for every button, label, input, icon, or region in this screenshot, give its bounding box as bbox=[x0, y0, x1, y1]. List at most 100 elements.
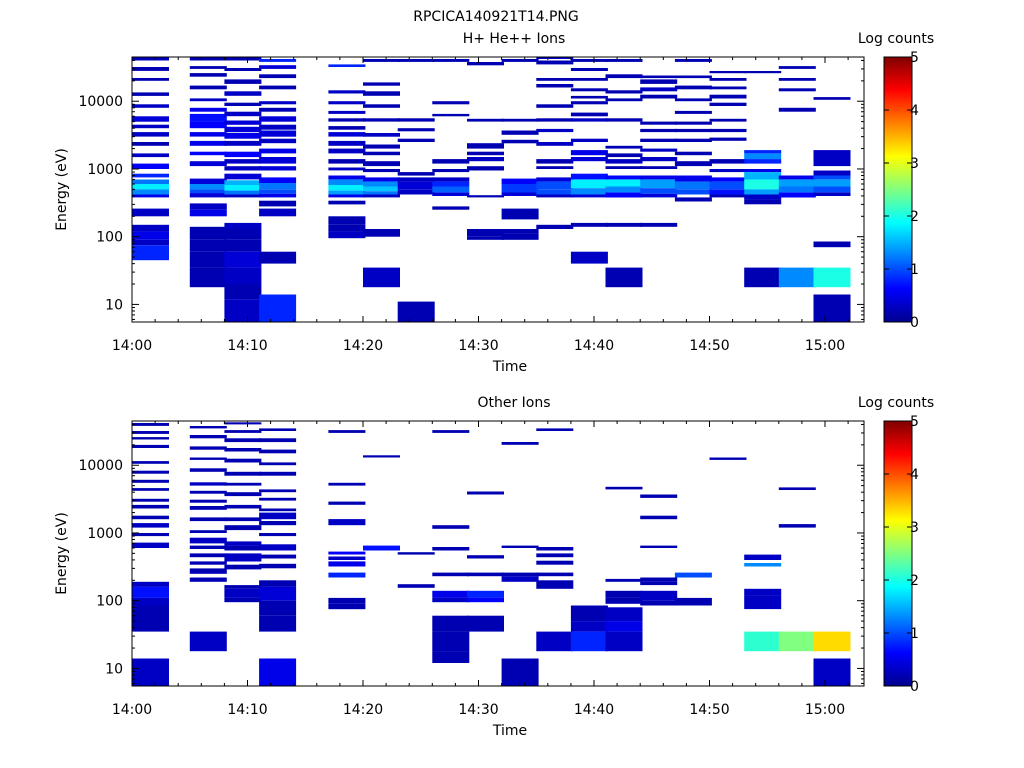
heatmap-cell bbox=[132, 586, 169, 598]
heatmap-cell bbox=[132, 498, 169, 502]
heatmap-cell bbox=[467, 236, 504, 240]
heatmap-cell bbox=[224, 126, 262, 133]
heatmap-cell bbox=[259, 107, 297, 112]
heatmap-cell bbox=[744, 267, 782, 288]
heatmap-cell bbox=[674, 151, 712, 156]
colorbar-tick-label: 0 bbox=[910, 315, 919, 331]
heatmap-cell bbox=[397, 584, 435, 588]
heatmap-cell bbox=[744, 189, 782, 195]
heatmap-cell bbox=[778, 524, 816, 528]
heatmap-cell bbox=[674, 572, 712, 578]
heatmap-cell bbox=[778, 175, 816, 180]
x-axis-label: Time bbox=[492, 723, 527, 739]
heatmap-cell bbox=[605, 98, 643, 102]
heatmap-cell bbox=[363, 91, 400, 96]
colorbar: Log counts 0 1 2 3 4 5 bbox=[858, 31, 934, 331]
heatmap-cell bbox=[132, 142, 169, 146]
heatmap-cell bbox=[224, 597, 262, 603]
heatmap-cell bbox=[363, 194, 400, 198]
heatmap-cell bbox=[189, 561, 227, 565]
heatmap-cell bbox=[536, 428, 574, 431]
heatmap-cell bbox=[259, 183, 297, 190]
x-axis-label: Time bbox=[492, 359, 527, 375]
heatmap-cell bbox=[467, 590, 504, 598]
y-tick-label: 100 bbox=[96, 594, 123, 610]
heatmap-cell bbox=[674, 181, 712, 190]
heatmap-cell bbox=[501, 442, 539, 445]
heatmap-cell bbox=[605, 607, 643, 622]
heatmap-cell bbox=[536, 166, 574, 169]
heatmap-cell bbox=[132, 124, 169, 129]
heatmap-cell bbox=[536, 547, 574, 551]
heatmap-cell bbox=[259, 586, 297, 601]
heatmap-cell bbox=[189, 151, 227, 156]
colorbar: Log counts 0 1 2 3 4 5 bbox=[858, 395, 934, 695]
heatmap-cell bbox=[224, 482, 262, 486]
heatmap-cell bbox=[259, 489, 297, 493]
heatmap-cell bbox=[224, 57, 262, 61]
heatmap-cell bbox=[432, 572, 470, 577]
panel-title: H+ He++ Ions bbox=[463, 31, 566, 47]
heatmap-cell bbox=[189, 545, 227, 549]
heatmap-cell bbox=[570, 101, 608, 105]
heatmap-cell bbox=[224, 284, 262, 299]
heatmap-cell bbox=[132, 245, 169, 261]
heatmap-cell bbox=[605, 59, 643, 62]
heatmap-cell bbox=[224, 564, 262, 570]
heatmap-cell bbox=[432, 59, 470, 62]
heatmap-cell bbox=[259, 438, 297, 443]
heatmap-cell bbox=[259, 59, 297, 62]
heatmap-cell bbox=[328, 430, 366, 433]
heatmap-cell bbox=[132, 104, 169, 108]
heatmap-cell bbox=[259, 294, 297, 322]
heatmap-cell bbox=[189, 121, 227, 129]
heatmap-cell bbox=[605, 597, 643, 604]
heatmap-cell bbox=[224, 553, 262, 562]
heatmap-cell bbox=[536, 128, 574, 133]
heatmap-cell bbox=[189, 239, 227, 252]
heatmap-cell bbox=[432, 547, 470, 551]
heatmap-cell bbox=[709, 86, 747, 90]
heatmap-cell bbox=[224, 422, 262, 425]
heatmap-cell bbox=[536, 631, 574, 652]
heatmap-cell bbox=[363, 455, 400, 458]
heatmap-cell bbox=[813, 631, 851, 652]
heatmap-cell bbox=[813, 179, 851, 187]
heatmap-cell bbox=[328, 556, 366, 560]
heatmap-cell bbox=[709, 189, 747, 195]
heatmap-cell bbox=[674, 85, 712, 90]
heatmap-cell bbox=[709, 169, 747, 173]
heatmap-cell bbox=[778, 192, 816, 198]
heatmap-cell bbox=[132, 461, 169, 464]
heatmap-cell bbox=[363, 59, 400, 62]
heatmap-cell bbox=[328, 482, 366, 486]
heatmap-cell bbox=[536, 181, 574, 190]
heatmap-cell bbox=[328, 551, 366, 555]
heatmap-cell bbox=[224, 492, 262, 497]
heatmap-cell bbox=[709, 128, 747, 133]
heatmap-cell bbox=[570, 68, 608, 71]
heatmap-cell bbox=[189, 577, 227, 582]
colorbar-tick-label: 3 bbox=[910, 520, 919, 536]
heatmap-cell bbox=[132, 597, 169, 606]
heatmap-cell bbox=[189, 426, 227, 429]
y-axis-label: Energy (eV) bbox=[54, 512, 70, 595]
heatmap-cell bbox=[813, 186, 851, 193]
panel-other-ions: Other Ions 14:00 14:10 14:20 14:30 14:40 14:50… bbox=[54, 395, 934, 739]
heatmap-cell bbox=[674, 110, 712, 114]
heatmap-cell bbox=[640, 193, 678, 198]
heatmap-cell bbox=[536, 553, 574, 558]
heatmap-cell bbox=[640, 75, 678, 79]
heatmap-cell bbox=[397, 118, 435, 122]
heatmap-cell bbox=[363, 177, 400, 182]
heatmap-cell bbox=[570, 621, 608, 632]
heatmap-cell bbox=[674, 128, 712, 133]
heatmap-cell bbox=[570, 157, 608, 162]
heatmap-cell bbox=[640, 157, 678, 162]
heatmap-cell bbox=[778, 78, 816, 81]
heatmap-cell bbox=[132, 78, 169, 81]
heatmap-cell bbox=[744, 153, 782, 160]
heatmap-cell bbox=[501, 576, 539, 582]
heatmap-cell bbox=[363, 191, 400, 195]
heatmap-cell bbox=[132, 163, 169, 169]
